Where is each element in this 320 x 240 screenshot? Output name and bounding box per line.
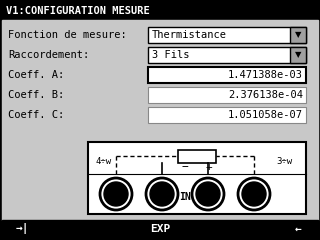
Circle shape [146, 178, 178, 210]
Bar [2, 20, 318, 220]
Bar [2, 2, 318, 20]
Text: Coeff. C:: Coeff. C: [8, 110, 64, 120]
Text: Fonction de mesure:: Fonction de mesure: [8, 30, 127, 40]
Circle shape [155, 187, 169, 201]
Text: IN: IN [179, 192, 191, 202]
Bar [148, 47, 306, 63]
Text: 1.051058e-07: 1.051058e-07 [228, 110, 303, 120]
Text: V1:CONFIGURATION MESURE: V1:CONFIGURATION MESURE [6, 6, 150, 16]
Circle shape [100, 178, 132, 210]
Text: +: + [206, 162, 212, 172]
Text: 4÷w: 4÷w [96, 157, 112, 167]
Text: EXP: EXP [150, 224, 170, 234]
Text: Coeff. A:: Coeff. A: [8, 70, 64, 80]
Text: 2.376138e-04: 2.376138e-04 [228, 90, 303, 100]
Circle shape [104, 182, 128, 206]
Bar [148, 107, 306, 123]
Circle shape [192, 178, 224, 210]
Text: 1.471388e-03: 1.471388e-03 [228, 70, 303, 80]
Circle shape [238, 178, 270, 210]
Text: ▼: ▼ [295, 50, 301, 60]
Circle shape [150, 182, 174, 206]
Bar [2, 220, 318, 238]
Bar [178, 150, 216, 163]
Bar [148, 87, 306, 103]
Text: ▼: ▼ [295, 30, 301, 40]
Text: →|: →| [15, 223, 29, 234]
Circle shape [201, 187, 215, 201]
Bar [148, 27, 306, 43]
Circle shape [109, 187, 123, 201]
Circle shape [242, 182, 266, 206]
Bar [290, 27, 306, 43]
Text: 3÷w: 3÷w [276, 157, 292, 167]
Circle shape [196, 182, 220, 206]
Text: Raccordement:: Raccordement: [8, 50, 89, 60]
Text: ←: ← [295, 224, 301, 234]
Bar [88, 142, 306, 214]
Text: Thermistance: Thermistance [152, 30, 227, 40]
Text: Coeff. B:: Coeff. B: [8, 90, 64, 100]
Bar [290, 47, 306, 63]
Text: −: − [182, 162, 188, 172]
Text: 3 Fils: 3 Fils [152, 50, 189, 60]
Bar [148, 67, 306, 83]
Circle shape [247, 187, 261, 201]
